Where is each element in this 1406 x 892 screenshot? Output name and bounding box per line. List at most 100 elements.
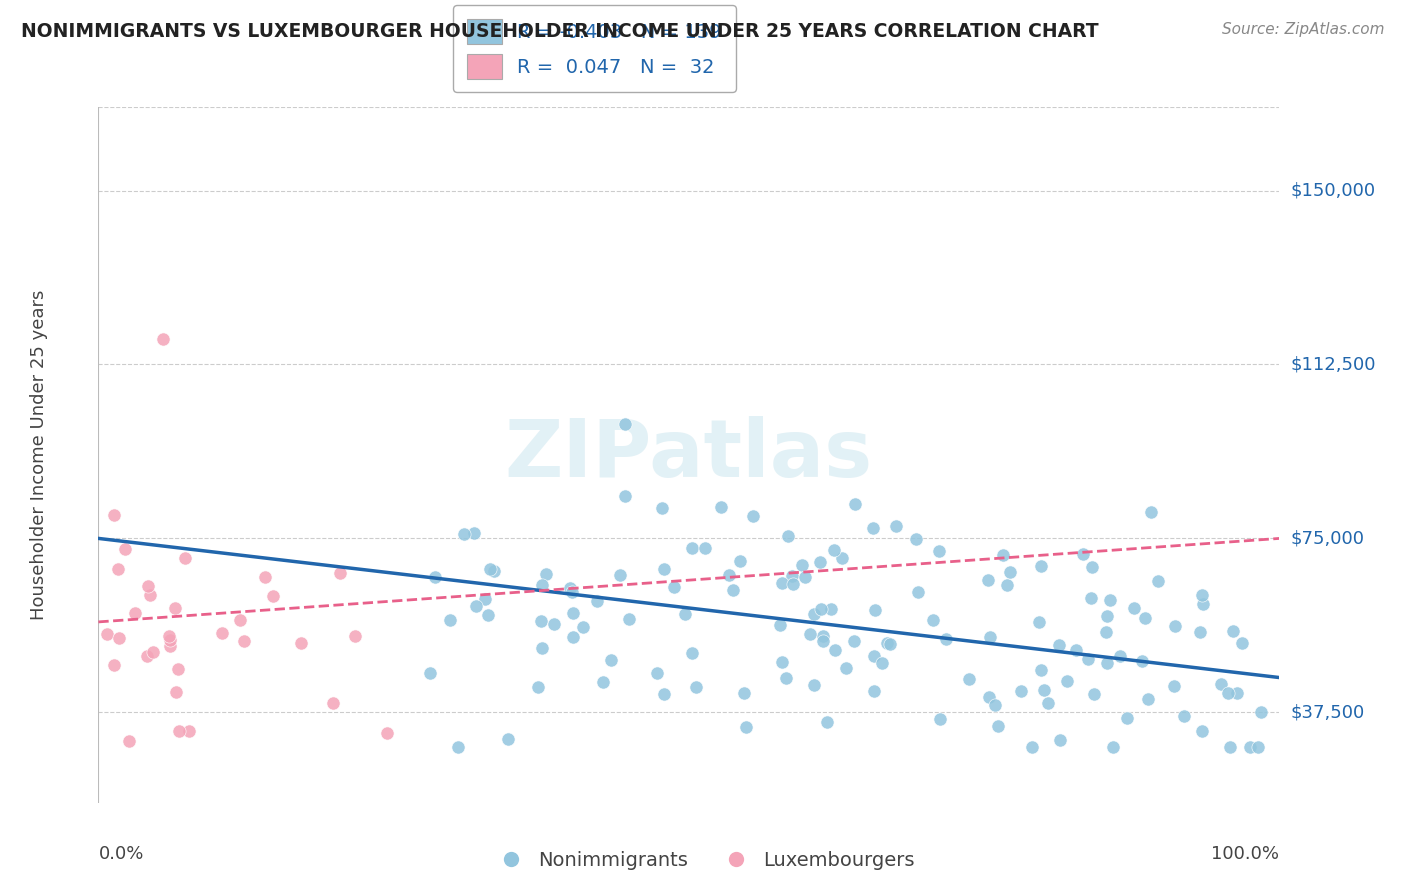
Point <box>1226 686 1249 700</box>
Point <box>561 630 583 644</box>
Point <box>124 607 146 621</box>
Point <box>1064 643 1087 657</box>
Point <box>253 569 276 583</box>
Point <box>1095 625 1118 640</box>
Point <box>165 685 187 699</box>
Point <box>811 634 834 648</box>
Point <box>1033 682 1056 697</box>
Point <box>1222 624 1244 638</box>
Point <box>808 555 831 569</box>
Point <box>905 533 928 547</box>
Point <box>344 629 367 643</box>
Point <box>1239 740 1261 755</box>
Text: 100.0%: 100.0% <box>1212 845 1279 863</box>
Point <box>1029 663 1052 677</box>
Point <box>928 712 950 726</box>
Point <box>728 554 751 568</box>
Point <box>1021 740 1043 755</box>
Text: 0.0%: 0.0% <box>98 845 143 863</box>
Point <box>721 583 744 598</box>
Point <box>211 625 233 640</box>
Point <box>879 637 901 651</box>
Legend: R = -0.403   N = 139, R =  0.047   N =  32: R = -0.403 N = 139, R = 0.047 N = 32 <box>453 5 735 93</box>
Point <box>922 613 945 627</box>
Point <box>1146 574 1168 588</box>
Point <box>96 627 118 641</box>
Point <box>979 690 1001 705</box>
Point <box>884 519 907 533</box>
Point <box>614 489 637 503</box>
Point <box>1191 597 1213 611</box>
Point <box>534 566 557 581</box>
Point <box>824 642 846 657</box>
Point <box>681 541 703 556</box>
Point <box>157 629 180 643</box>
Point <box>778 529 800 543</box>
Point <box>1029 558 1052 573</box>
Point <box>770 655 793 669</box>
Point <box>1038 697 1060 711</box>
Point <box>465 599 488 613</box>
Point <box>167 662 190 676</box>
Text: $112,500: $112,500 <box>1291 356 1376 374</box>
Point <box>482 564 505 578</box>
Point <box>1122 601 1144 615</box>
Point <box>863 602 886 616</box>
Point <box>815 715 838 730</box>
Point <box>991 548 1014 562</box>
Point <box>823 543 845 558</box>
Point <box>1133 611 1156 625</box>
Point <box>609 567 631 582</box>
Point <box>477 607 499 622</box>
Point <box>529 614 551 628</box>
Point <box>1056 673 1078 688</box>
Point <box>1101 740 1123 755</box>
Point <box>177 724 200 739</box>
Point <box>998 565 1021 579</box>
Point <box>1136 691 1159 706</box>
Point <box>1191 588 1213 602</box>
Point <box>233 633 256 648</box>
Point <box>322 697 344 711</box>
Point <box>769 617 792 632</box>
Point <box>681 646 703 660</box>
Point <box>1250 705 1272 719</box>
Point <box>862 684 884 698</box>
Point <box>782 577 804 591</box>
Point <box>835 660 858 674</box>
Text: Householder Income Under 25 years: Householder Income Under 25 years <box>31 290 48 620</box>
Point <box>1139 505 1161 519</box>
Point <box>586 594 609 608</box>
Point <box>673 607 696 621</box>
Point <box>863 648 886 663</box>
Point <box>1109 649 1132 664</box>
Text: $37,500: $37,500 <box>1291 704 1365 722</box>
Point <box>810 602 832 616</box>
Point <box>1163 619 1185 633</box>
Point <box>329 566 352 581</box>
Point <box>1230 636 1253 650</box>
Point <box>167 724 190 739</box>
Point <box>793 570 815 584</box>
Point <box>138 588 160 602</box>
Point <box>770 576 793 591</box>
Point <box>527 681 550 695</box>
Point <box>1095 656 1118 670</box>
Point <box>733 686 755 700</box>
Point <box>662 580 685 594</box>
Point <box>1219 740 1241 755</box>
Point <box>118 734 141 748</box>
Point <box>876 636 898 650</box>
Point <box>496 731 519 746</box>
Point <box>979 631 1001 645</box>
Point <box>1163 679 1185 693</box>
Point <box>1049 733 1071 747</box>
Text: ZIPatlas: ZIPatlas <box>505 416 873 494</box>
Point <box>447 740 470 755</box>
Point <box>479 562 502 576</box>
Point <box>1130 654 1153 668</box>
Point <box>1077 652 1099 666</box>
Point <box>995 578 1018 592</box>
Point <box>780 569 803 583</box>
Point <box>652 562 675 576</box>
